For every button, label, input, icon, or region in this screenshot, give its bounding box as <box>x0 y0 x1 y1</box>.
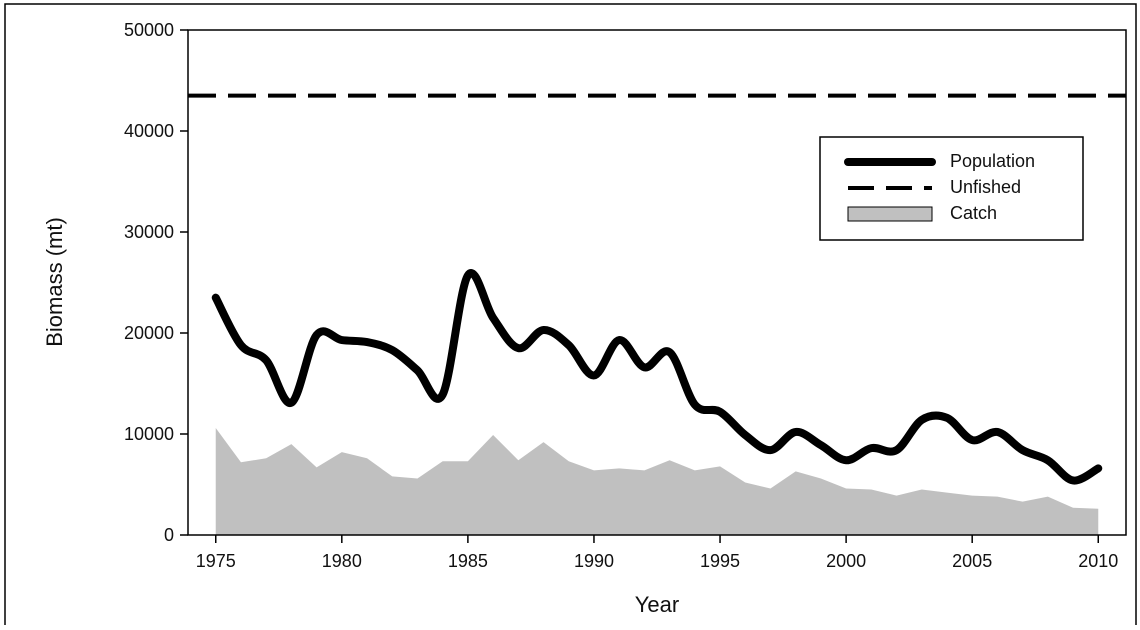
plot-frame <box>187 29 1127 536</box>
y-axis-label: Biomass (mt) <box>42 217 67 347</box>
legend-label: Catch <box>950 203 997 223</box>
x-tick-label: 1985 <box>448 551 488 571</box>
y-tick-label: 30000 <box>124 222 174 242</box>
legend-label: Unfished <box>950 177 1021 197</box>
y-tick-label: 40000 <box>124 121 174 141</box>
population-line <box>211 269 1103 485</box>
x-tick-label: 1980 <box>322 551 362 571</box>
x-axis-label: Year <box>635 592 679 617</box>
x-tick-label: 1975 <box>196 551 236 571</box>
y-tick-label: 20000 <box>124 323 174 343</box>
legend-label: Population <box>950 151 1035 171</box>
frame <box>4 3 1137 630</box>
x-tick-label: 2010 <box>1078 551 1118 571</box>
x-tick-label: 2005 <box>952 551 992 571</box>
legend-swatch <box>847 206 933 222</box>
y-tick-label: 50000 <box>124 20 174 40</box>
x-tick-label: 2000 <box>826 551 866 571</box>
catch-area <box>215 427 1099 535</box>
y-tick-label: 10000 <box>124 424 174 444</box>
x-tick-label: 1990 <box>574 551 614 571</box>
y-tick-label: 0 <box>164 525 174 545</box>
x-tick-label: 1995 <box>700 551 740 571</box>
legend: Population Unfished Catch <box>819 136 1084 241</box>
